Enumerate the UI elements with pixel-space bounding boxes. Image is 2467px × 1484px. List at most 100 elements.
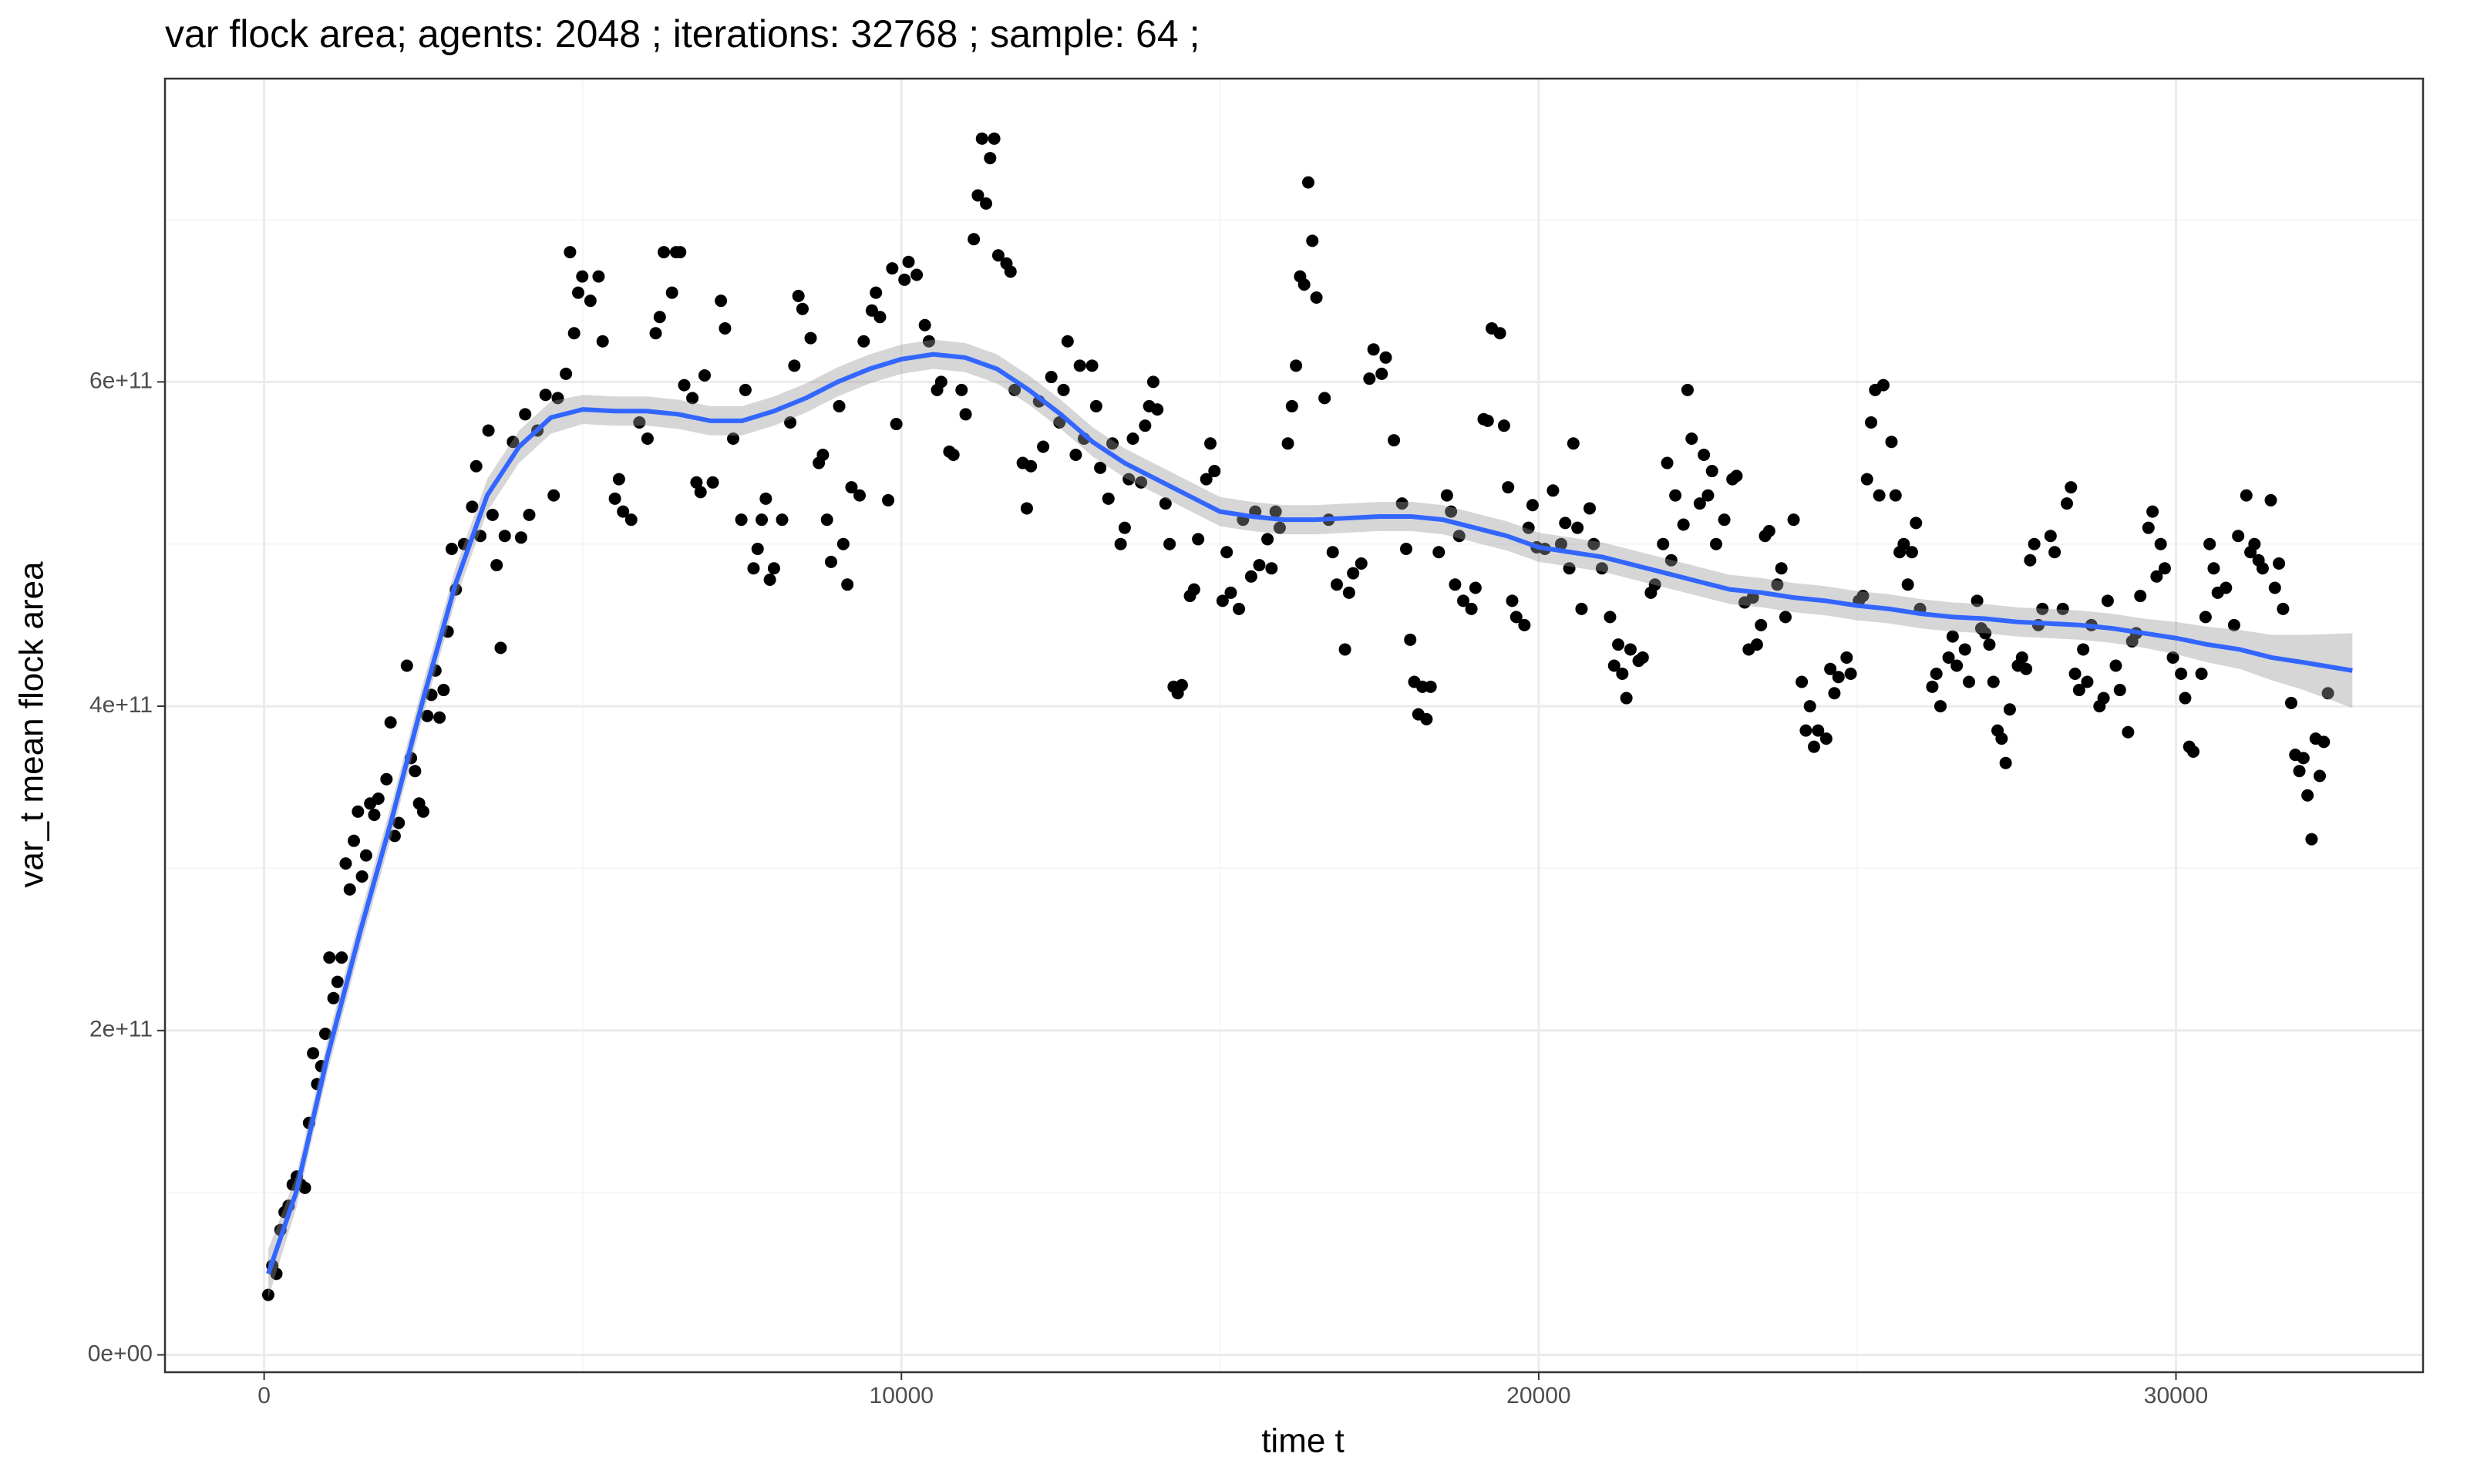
confidence-band (268, 339, 2353, 1298)
data-point (1395, 497, 1409, 510)
data-point (1318, 392, 1331, 405)
data-point (841, 578, 854, 591)
data-point (1648, 578, 1661, 591)
data-point (1306, 234, 1319, 247)
data-point (560, 367, 573, 380)
data-point (975, 132, 988, 145)
data-point (1432, 546, 1446, 559)
data-point (1187, 583, 1200, 596)
data-point (1469, 581, 1482, 594)
data-point (1004, 265, 1017, 278)
data-point (882, 493, 895, 506)
data-point (1926, 680, 1939, 693)
data-point (1224, 586, 1237, 599)
data-point (833, 399, 846, 412)
data-point (1755, 618, 1768, 631)
data-point (1326, 546, 1339, 559)
data-point (1122, 473, 1136, 486)
data-point (2028, 537, 2041, 550)
data-point (2195, 668, 2208, 681)
data-point (715, 294, 728, 308)
data-point (421, 709, 434, 722)
data-point (2277, 602, 2290, 615)
data-point (2097, 692, 2110, 705)
data-point (1844, 668, 1857, 681)
data-point (1290, 359, 1303, 372)
data-point (1567, 437, 1580, 450)
data-point (1897, 537, 1910, 550)
data-point (1860, 473, 1873, 486)
data-point (2305, 833, 2318, 846)
data-point (2273, 557, 2286, 570)
data-point (665, 286, 678, 299)
data-point (1775, 562, 1788, 575)
data-point (792, 289, 805, 302)
data-point (776, 513, 789, 527)
data-point (727, 432, 740, 445)
x-tick-label: 10000 (870, 1383, 934, 1408)
data-point (1799, 724, 1812, 737)
data-point (902, 255, 915, 268)
data-point (1624, 643, 1637, 656)
data-point (767, 562, 780, 575)
data-point (1192, 533, 1205, 546)
data-point (307, 1047, 320, 1060)
data-point (898, 273, 911, 286)
data-point (1139, 419, 1152, 432)
data-point (1677, 518, 1690, 531)
x-tick-label: 0 (257, 1383, 271, 1408)
data-point (392, 816, 406, 829)
data-point (2072, 684, 2085, 697)
data-point (1216, 594, 1229, 607)
data-point (1265, 562, 1278, 575)
data-point (400, 659, 413, 672)
data-point (1971, 594, 1984, 607)
data-point (2264, 493, 2277, 506)
data-point (678, 379, 691, 392)
data-point (2101, 594, 2114, 607)
data-point (1375, 367, 1388, 380)
data-point (523, 508, 536, 521)
data-point (1200, 473, 1213, 486)
y-tick-label: 6e+11 (89, 368, 153, 393)
data-point (2154, 537, 2167, 550)
data-point (698, 368, 711, 382)
data-point (1073, 359, 1086, 372)
data-point (934, 375, 947, 389)
data-point (1379, 351, 1392, 364)
data-point (1057, 383, 1070, 396)
data-point (1796, 675, 1809, 688)
data-point (1832, 671, 1845, 684)
data-point (1151, 403, 1164, 416)
data-point (567, 327, 581, 340)
data-point (1958, 643, 1971, 656)
data-point (1526, 499, 1539, 512)
data-point (1163, 537, 1176, 550)
data-point (1787, 513, 1800, 527)
data-point (1930, 668, 1943, 681)
data-point (1616, 668, 1629, 681)
data-point (918, 318, 931, 331)
data-point (490, 559, 503, 572)
data-point (1876, 379, 1890, 392)
data-point (1812, 724, 1825, 737)
data-point (1698, 449, 1711, 462)
data-point (751, 543, 764, 556)
data-point (1705, 465, 1718, 478)
data-point (617, 505, 630, 518)
data-point (886, 262, 899, 275)
data-point (1424, 680, 1437, 693)
data-point (1612, 638, 1625, 651)
data-point (2015, 651, 2028, 664)
data-point (2199, 611, 2212, 624)
data-point (747, 562, 760, 575)
data-point (658, 246, 671, 259)
data-point (1502, 481, 1515, 494)
data-point (608, 492, 621, 505)
data-point (1297, 278, 1311, 291)
data-point (1718, 513, 1731, 527)
data-point (763, 573, 776, 586)
data-point (1061, 335, 1074, 348)
data-point (1037, 440, 1050, 453)
data-point (1388, 434, 1401, 447)
